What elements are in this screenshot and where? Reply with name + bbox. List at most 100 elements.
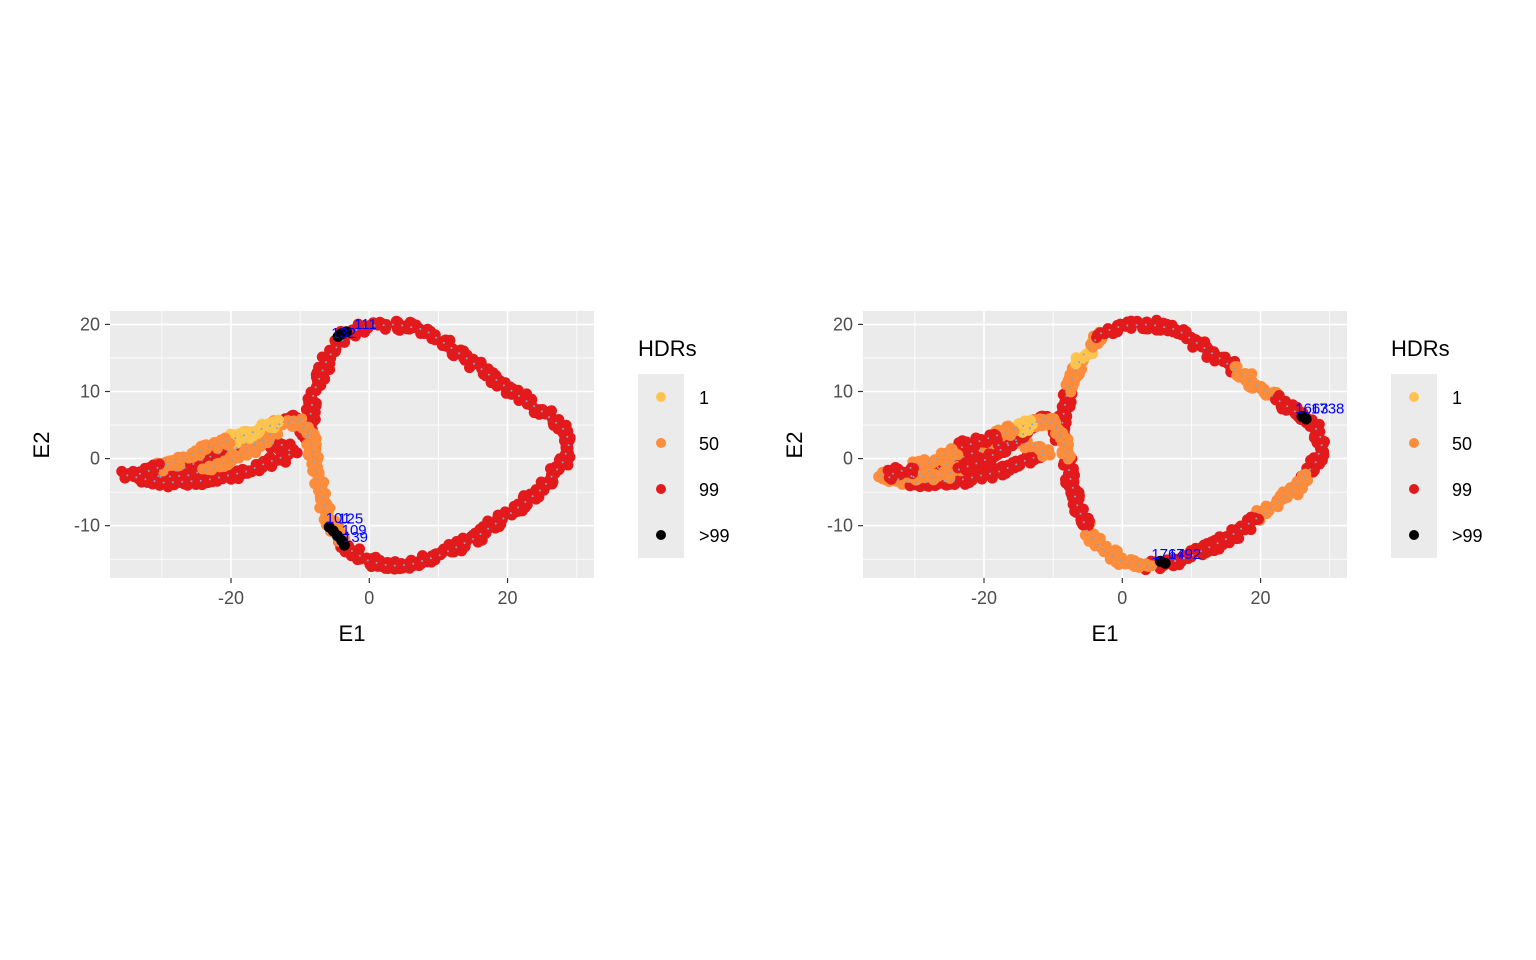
x-tick-label: 20	[1251, 588, 1271, 608]
trajectory-dot	[1317, 452, 1320, 455]
trajectory-dot	[1216, 542, 1219, 545]
trajectory-dot	[502, 384, 505, 387]
trajectory-dot	[1195, 341, 1198, 344]
trajectory-dot	[191, 453, 194, 456]
trajectory-dot	[479, 532, 482, 535]
trajectory-dot	[1006, 442, 1009, 445]
trajectory-dot	[1013, 428, 1016, 431]
trajectory-dot	[270, 459, 273, 462]
y-tick-label: 0	[90, 449, 100, 469]
trajectory-dot	[1099, 332, 1102, 335]
trajectory-dot	[931, 474, 934, 477]
trajectory-dot	[487, 527, 490, 530]
trajectory-dot	[1218, 357, 1221, 360]
trajectory-dot	[1033, 443, 1036, 446]
trajectory-dot	[525, 400, 528, 403]
trajectory-dot	[1199, 550, 1202, 553]
trajectory-dot	[262, 442, 265, 445]
trajectory-dot	[318, 377, 321, 380]
trajectory-dot	[564, 452, 567, 455]
trajectory-dot	[1006, 466, 1009, 469]
trajectory-dot	[187, 474, 190, 477]
outlier-label: 1738	[1311, 401, 1344, 418]
trajectory-dot	[533, 405, 536, 408]
trajectory-dot	[934, 480, 937, 483]
y-tick-label: 10	[80, 382, 100, 402]
outlier-label: 1764	[1151, 546, 1184, 563]
trajectory-dot	[207, 446, 210, 449]
trajectory-dot	[1270, 394, 1273, 397]
trajectory-dot	[1203, 347, 1206, 350]
trajectory-dot	[174, 461, 177, 464]
trajectory-dot	[1182, 557, 1185, 560]
trajectory-dot	[245, 470, 248, 473]
trajectory-dot	[966, 465, 969, 468]
trajectory-dot	[1035, 421, 1038, 424]
trajectory-dot	[236, 472, 239, 475]
data-point	[1005, 438, 1017, 450]
trajectory-dot	[403, 564, 406, 567]
trajectory-dot	[244, 444, 247, 447]
trajectory-dot	[463, 542, 466, 545]
data-point	[313, 361, 325, 373]
trajectory-dot	[254, 444, 257, 447]
data-point	[1272, 501, 1284, 513]
trajectory-dot	[1188, 336, 1191, 339]
trajectory-dot	[906, 480, 909, 483]
trajectory-dot	[936, 466, 939, 469]
outlier-point	[1300, 413, 1312, 425]
trajectory-dot	[278, 423, 281, 426]
outlier-point	[338, 539, 350, 551]
trajectory-dot	[307, 430, 310, 433]
trajectory-dot	[261, 439, 264, 442]
data-point	[264, 451, 276, 463]
trajectory-dot	[945, 463, 948, 466]
outlier-label: 111	[354, 316, 377, 333]
trajectory-dot	[442, 341, 445, 344]
trajectory-dot	[1297, 482, 1300, 485]
trajectory-dot	[311, 403, 314, 406]
trajectory-dot	[567, 444, 570, 447]
y-tick-label: 10	[833, 382, 853, 402]
trajectory-dot	[329, 353, 332, 356]
trajectory-dot	[226, 449, 229, 452]
trajectory-dot	[1154, 324, 1157, 327]
trajectory-dot	[302, 426, 305, 429]
trajectory-dot	[1064, 451, 1067, 454]
x-tick-label: -20	[971, 588, 997, 608]
trajectory-dot	[227, 474, 230, 477]
trajectory-dot	[235, 446, 238, 449]
data-point	[1025, 414, 1037, 426]
trajectory-dot	[312, 394, 315, 397]
trajectory-dot	[1293, 410, 1296, 413]
left-legend-key-99	[656, 484, 666, 494]
trajectory-dot	[921, 475, 924, 478]
data-point	[329, 346, 341, 358]
trajectory-dot	[314, 469, 317, 472]
trajectory-dot	[550, 475, 553, 478]
trajectory-dot	[308, 421, 311, 424]
trajectory-dot	[1137, 563, 1140, 566]
trajectory-dot	[979, 449, 982, 452]
trajectory-dot	[517, 394, 520, 397]
trajectory-dot	[1262, 512, 1265, 515]
trajectory-dot	[393, 564, 396, 567]
trajectory-dot	[547, 416, 550, 419]
trajectory-dot	[162, 481, 165, 484]
trajectory-dot	[1060, 430, 1063, 433]
trajectory-dot	[1062, 412, 1065, 415]
outlier-label: 132	[331, 325, 356, 342]
x-tick-label: 20	[498, 588, 518, 608]
trajectory-dot	[288, 449, 291, 452]
trajectory-dot	[213, 465, 216, 468]
trajectory-dot	[1226, 362, 1229, 365]
trajectory-dot	[305, 435, 308, 438]
trajectory-dot	[216, 443, 219, 446]
y-tick-label: -10	[74, 516, 100, 536]
trajectory-dot	[1144, 323, 1147, 326]
trajectory-dot	[1058, 435, 1061, 438]
trajectory-dot	[1232, 532, 1235, 535]
trajectory-dot	[243, 434, 246, 437]
trajectory-dot	[355, 328, 358, 331]
right-data-layer	[873, 314, 1331, 576]
